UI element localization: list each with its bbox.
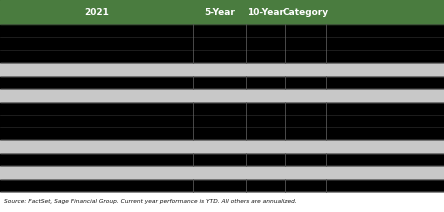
Bar xyxy=(0,0,444,24)
Text: Category: Category xyxy=(283,8,329,17)
Bar xyxy=(0,166,444,179)
Bar xyxy=(0,24,444,192)
Text: 2021: 2021 xyxy=(84,8,109,17)
Bar xyxy=(0,140,444,153)
Text: 5-Year: 5-Year xyxy=(204,8,235,17)
Text: 10-Year: 10-Year xyxy=(247,8,285,17)
Bar xyxy=(0,192,444,212)
Bar xyxy=(0,89,444,102)
Text: Source: FactSet, Sage Financial Group. Current year performance is YTD. All othe: Source: FactSet, Sage Financial Group. C… xyxy=(4,199,297,204)
Bar xyxy=(0,63,444,76)
